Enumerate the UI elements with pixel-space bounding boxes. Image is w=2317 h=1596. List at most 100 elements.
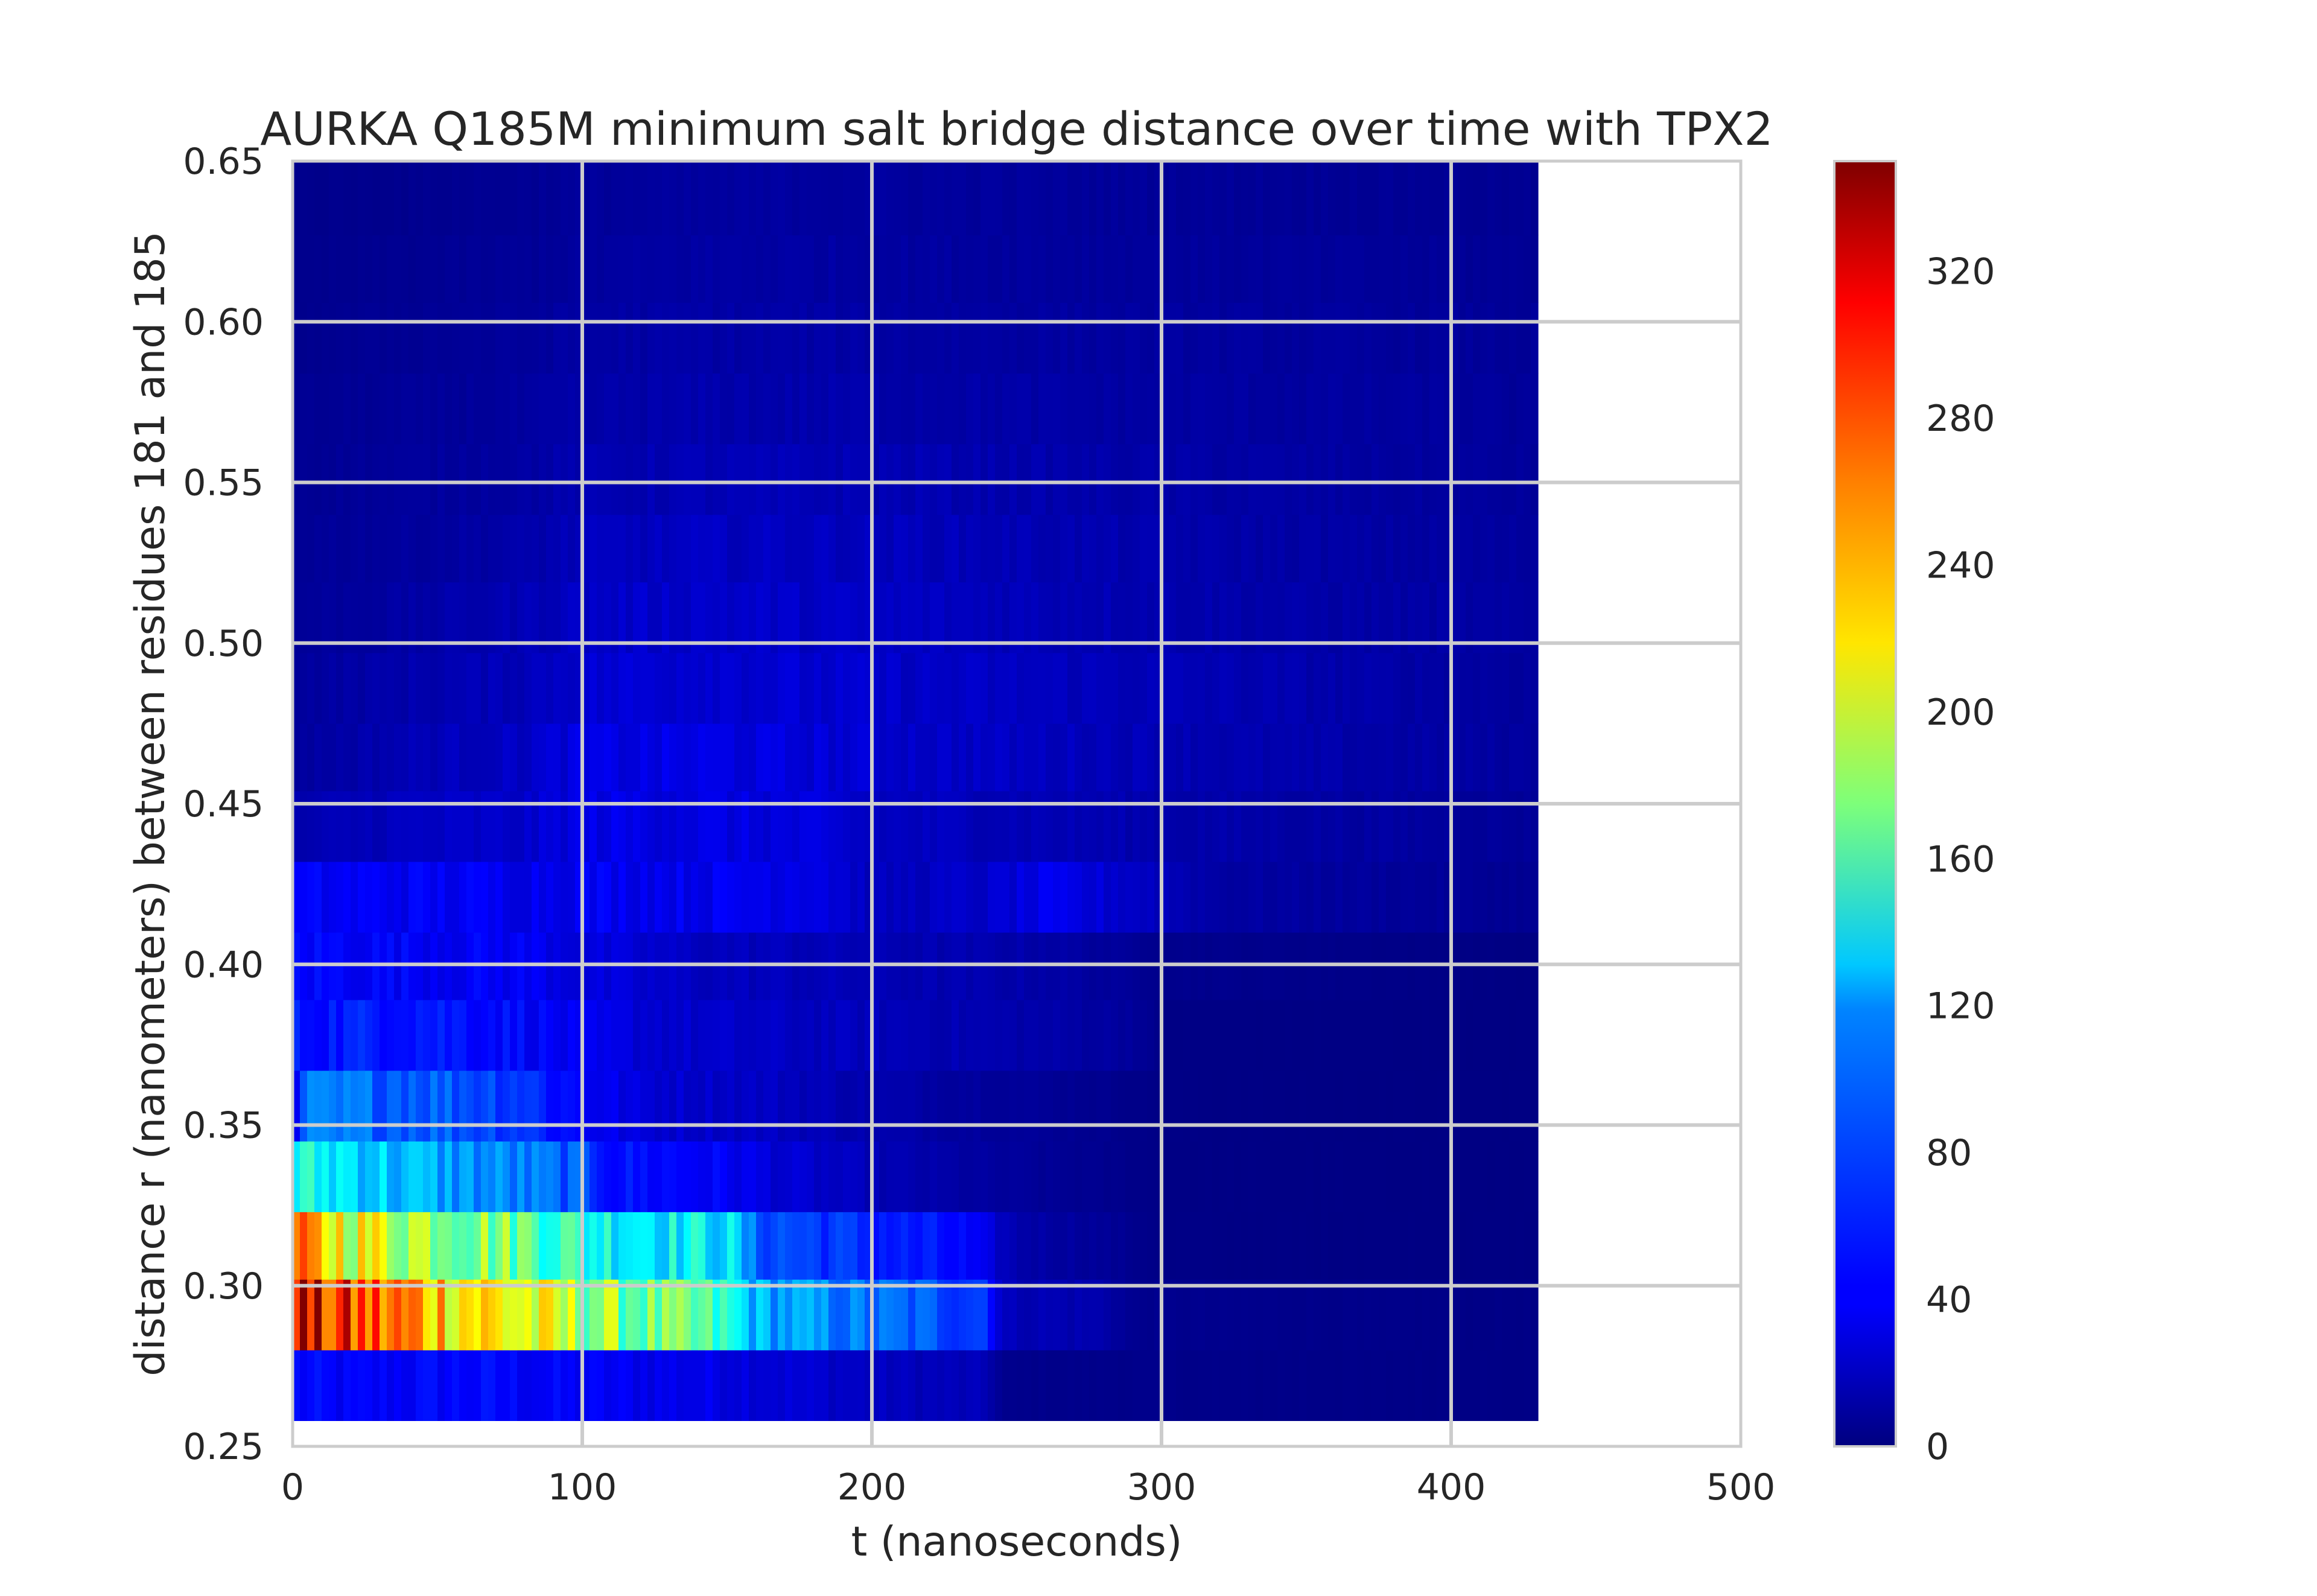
heatmap-cell: [437, 1279, 445, 1350]
heatmap-cell: [1118, 723, 1126, 792]
heatmap-cell: [952, 514, 959, 583]
heatmap-cell: [1089, 1279, 1097, 1350]
heatmap-cell: [1162, 1279, 1169, 1350]
heatmap-cell: [445, 790, 453, 862]
heatmap-cell: [1321, 373, 1329, 445]
heatmap-cell: [792, 161, 800, 236]
heatmap-cell: [676, 1350, 684, 1421]
heatmap-cell: [886, 444, 894, 515]
heatmap-cell: [749, 652, 757, 724]
heatmap-cell: [1038, 1070, 1046, 1142]
heatmap-cell: [1335, 235, 1343, 303]
heatmap-cell: [1364, 861, 1372, 933]
heatmap-cell: [1162, 235, 1169, 303]
heatmap-cell: [1038, 1350, 1046, 1421]
heatmap-cell: [1190, 999, 1198, 1071]
heatmap-cell: [633, 1279, 641, 1350]
heatmap-cell: [503, 161, 510, 236]
heatmap-cell: [481, 652, 489, 724]
heatmap-cell: [423, 1212, 431, 1280]
colorbar-tick-label: 200: [1926, 691, 1995, 734]
heatmap-cell: [1241, 302, 1249, 374]
heatmap-cell: [814, 302, 822, 374]
heatmap-cell: [1328, 652, 1336, 724]
heatmap-cell: [582, 861, 590, 933]
colorbar-tick-label: 120: [1926, 985, 1995, 1028]
heatmap-cell: [1285, 582, 1292, 653]
heatmap-cell: [1162, 373, 1169, 445]
heatmap-cell: [952, 999, 959, 1071]
heatmap-cell: [807, 444, 815, 515]
heatmap-cell: [1198, 1070, 1206, 1142]
heatmap-cells: [293, 161, 1539, 1421]
heatmap-cell: [973, 652, 981, 724]
heatmap-cell: [886, 790, 894, 862]
heatmap-cell: [771, 1141, 778, 1212]
heatmap-cell: [1060, 999, 1068, 1071]
heatmap-cell: [959, 235, 967, 303]
heatmap-cell: [590, 444, 597, 515]
heatmap-cell: [1183, 1212, 1191, 1280]
heatmap-cell: [1437, 861, 1445, 933]
heatmap-cell: [423, 582, 431, 653]
heatmap-cell: [394, 1141, 402, 1212]
heatmap-cell: [734, 235, 742, 303]
heatmap-cell: [915, 514, 923, 583]
heatmap-cell: [1118, 161, 1126, 236]
heatmap-cell: [1516, 723, 1524, 792]
heatmap-cell: [430, 861, 438, 933]
heatmap-cell: [655, 444, 663, 515]
heatmap-cell: [727, 1279, 735, 1350]
heatmap-cell: [343, 444, 351, 515]
heatmap-cell: [640, 302, 648, 374]
heatmap-cell: [532, 1141, 539, 1212]
heatmap-cell: [1495, 999, 1502, 1071]
heatmap-cell: [1415, 861, 1423, 933]
heatmap-cell: [590, 1350, 597, 1421]
heatmap-cell: [669, 235, 677, 303]
heatmap-cell: [836, 1141, 844, 1212]
heatmap-cell: [1422, 302, 1430, 374]
heatmap-cell: [771, 999, 778, 1071]
heatmap-cell: [1111, 723, 1119, 792]
heatmap-cell: [1524, 1350, 1531, 1421]
heatmap-cell: [828, 514, 836, 583]
heatmap-cell: [684, 582, 691, 653]
heatmap-cell: [365, 582, 373, 653]
heatmap-cell: [329, 373, 337, 445]
heatmap-cell: [1118, 373, 1126, 445]
heatmap-cell: [474, 652, 482, 724]
heatmap-cell: [452, 373, 460, 445]
heatmap-cell: [532, 1279, 539, 1350]
heatmap-cell: [329, 999, 337, 1071]
heatmap-cell: [756, 302, 764, 374]
heatmap-cell: [633, 161, 641, 236]
heatmap-cell: [952, 235, 959, 303]
heatmap-cell: [1531, 1350, 1539, 1421]
heatmap-cell: [517, 302, 525, 374]
heatmap-cell: [1198, 1279, 1206, 1350]
heatmap-cell: [611, 514, 619, 583]
heatmap-cell: [1031, 514, 1039, 583]
heatmap-cell: [973, 999, 981, 1071]
heatmap-cell: [1067, 1279, 1075, 1350]
heatmap-cell: [293, 161, 300, 236]
heatmap-cell: [1364, 235, 1372, 303]
heatmap-cell: [1343, 1212, 1350, 1280]
heatmap-cell: [1089, 514, 1097, 583]
heatmap-cell: [1393, 161, 1401, 236]
heatmap-cell: [1306, 1070, 1314, 1142]
heatmap-cell: [1371, 582, 1379, 653]
heatmap-cell: [539, 444, 547, 515]
heatmap-cell: [590, 1212, 597, 1280]
heatmap-cell: [1458, 1141, 1466, 1212]
heatmap-cell: [1285, 514, 1292, 583]
heatmap-cell: [662, 373, 670, 445]
heatmap-cell: [915, 582, 923, 653]
x-tick-label: 100: [548, 1466, 617, 1509]
heatmap-cell: [749, 861, 757, 933]
heatmap-cell: [1263, 999, 1271, 1071]
heatmap-cell: [1248, 999, 1256, 1071]
heatmap-cell: [336, 582, 344, 653]
heatmap-cell: [973, 861, 981, 933]
